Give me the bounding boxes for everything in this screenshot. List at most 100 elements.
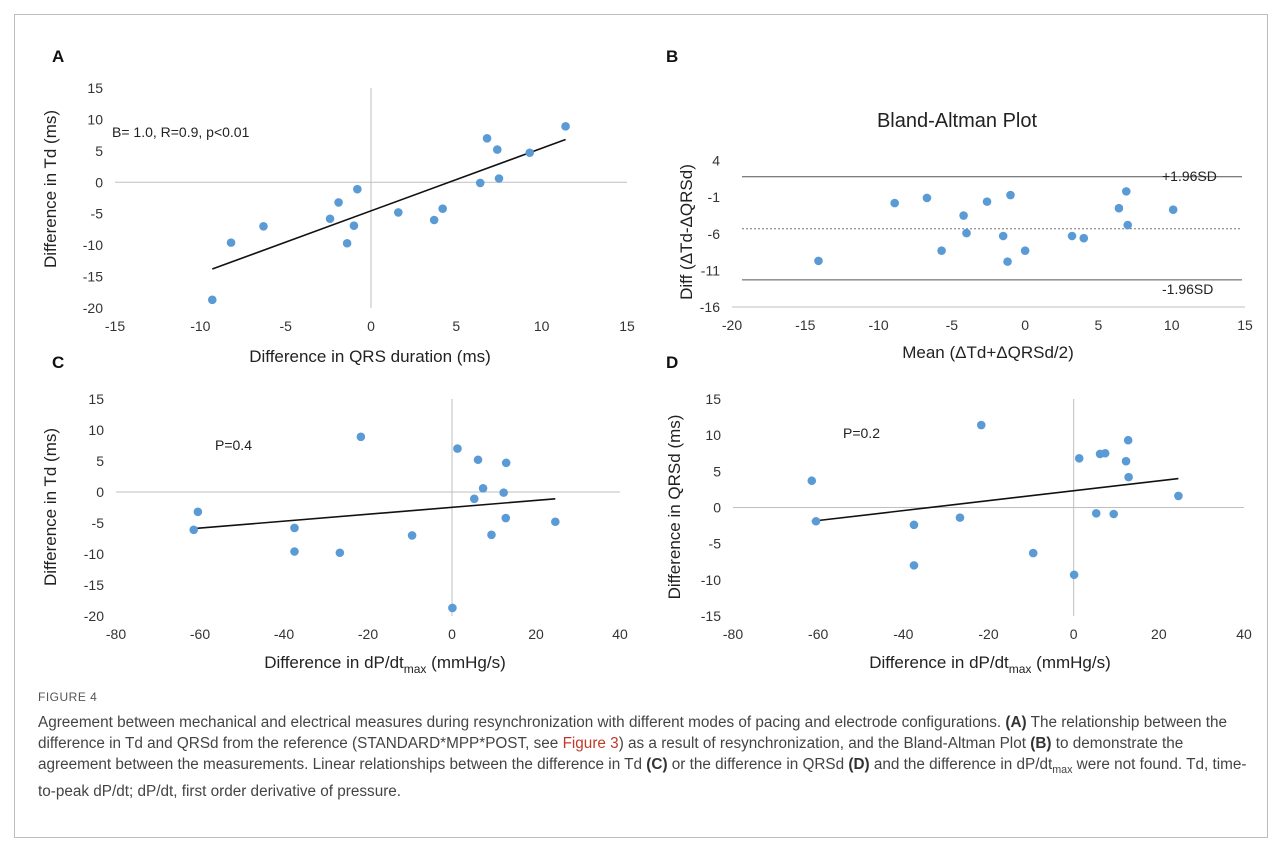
data-point — [561, 122, 570, 131]
data-point — [959, 211, 968, 220]
panel-a-y-tick: -20 — [83, 300, 103, 316]
data-point — [976, 420, 986, 430]
panel-b-reference-lines — [742, 176, 1242, 281]
panel-a-y-tick: 0 — [95, 174, 103, 190]
panel-d-y-tick: -5 — [709, 536, 722, 552]
panel-b-x-tick: -20 — [722, 317, 742, 333]
panel-a-regression-line — [212, 138, 566, 270]
data-point — [394, 208, 403, 217]
panel-a-y-tick: -10 — [83, 237, 103, 253]
data-point — [1003, 257, 1012, 266]
panel-d-x-tick: 40 — [1236, 626, 1252, 642]
data-point — [453, 444, 462, 453]
panel-a-x-tick: -10 — [190, 318, 210, 334]
panel-a-trendline — [212, 138, 566, 270]
panel-b-x-tick: -5 — [946, 317, 959, 333]
panel-c-y-tick: 5 — [96, 453, 104, 469]
panel-a-y-tick: -5 — [91, 206, 104, 222]
data-point — [353, 184, 362, 194]
data-point — [259, 221, 268, 231]
data-point — [551, 517, 560, 527]
figure-3-link[interactable]: Figure 3 — [562, 735, 619, 752]
data-point — [1109, 509, 1118, 519]
data-point — [1121, 187, 1131, 196]
data-point — [1091, 508, 1101, 518]
data-point — [937, 246, 946, 255]
panel-c-x-tick: -40 — [274, 626, 294, 642]
panel-d-x-tick: 20 — [1151, 626, 1167, 642]
data-point — [494, 174, 504, 183]
panel-d-x-tick: 0 — [1070, 626, 1078, 642]
data-point — [1079, 233, 1089, 243]
panel-c-y-tick: 0 — [96, 484, 104, 500]
data-point — [955, 513, 965, 522]
panel-b-y-tick: -6 — [708, 226, 721, 242]
caption-text: Agreement between mechanical and electri… — [38, 714, 1247, 801]
data-point — [1006, 190, 1015, 200]
panel-a-y-tick: 15 — [87, 80, 103, 96]
panel-c-trendline — [193, 498, 556, 530]
panel-c-y-tick: 15 — [88, 391, 104, 407]
panel-letter-d: D — [666, 353, 678, 372]
panel-b-x-tick: -10 — [868, 317, 888, 333]
panel-c-y-tick: 10 — [88, 422, 104, 438]
data-point — [492, 145, 502, 154]
panel-c-points — [189, 432, 560, 613]
data-point — [909, 520, 919, 530]
data-point — [1069, 570, 1079, 580]
figure-caption: FIGURE 4 Agreement between mechanical an… — [38, 690, 1253, 802]
panel-b-y-tick: 4 — [712, 153, 720, 169]
data-point — [1074, 454, 1084, 463]
panel-a-x-tick: 5 — [452, 318, 460, 334]
data-point — [356, 432, 366, 442]
panel-c-x-tick: -20 — [358, 626, 378, 642]
panel-c-x-tick: -80 — [106, 626, 126, 642]
data-point — [814, 256, 823, 266]
data-point — [811, 516, 821, 526]
panel-d-y-tick: 15 — [705, 391, 721, 407]
panel-a-x-tick: -5 — [279, 318, 292, 334]
panel-d-y-tick: -10 — [701, 572, 721, 588]
data-point — [349, 221, 359, 230]
panel-b-y-tick: -1 — [708, 189, 721, 205]
data-point — [334, 198, 343, 207]
panel-a-x-tick: 0 — [367, 318, 375, 334]
data-point — [342, 238, 352, 248]
data-point — [478, 483, 488, 493]
data-point — [469, 494, 479, 504]
data-point — [1123, 435, 1133, 445]
panel-d-axes: -80 -60 -40 -20 0 20 40 15 10 5 0 -5 -10 -15 — [701, 391, 1252, 642]
panel-c-y-tick: -5 — [92, 515, 105, 531]
panel-c-y-tick: -15 — [84, 577, 104, 593]
panel-d-x-tick: -80 — [723, 626, 743, 642]
panel-d-x-tick: -60 — [808, 626, 828, 642]
data-point — [482, 133, 492, 143]
data-point — [226, 238, 236, 247]
panel-a-ylabel: Difference in Td (ms) — [41, 110, 60, 268]
panel-a-y-tick: 10 — [87, 111, 103, 127]
panel-c: C -80 -60 -40 -20 0 20 40 15 10 5 0 -5 -10 -15 -20 P=0… — [41, 353, 628, 676]
data-point — [962, 228, 971, 238]
panel-letter-b: B — [666, 47, 678, 66]
panel-c-x-tick: -60 — [190, 626, 210, 642]
data-point — [1028, 548, 1038, 558]
panel-b-x-tick: 15 — [1237, 317, 1253, 333]
data-point — [207, 295, 217, 305]
panel-d-x-tick: -20 — [978, 626, 998, 642]
data-point — [429, 215, 439, 225]
panel-d-regression-line — [811, 477, 1179, 523]
panel-a-x-tick: -15 — [105, 318, 125, 334]
data-point — [1100, 448, 1110, 458]
panel-d-y-tick: -15 — [701, 608, 721, 624]
panel-b-x-tick: 0 — [1021, 317, 1029, 333]
caption-label: FIGURE 4 — [38, 690, 98, 704]
data-point — [335, 548, 345, 558]
data-point — [501, 513, 511, 523]
data-point — [982, 197, 992, 206]
panel-a-x-tick: 15 — [619, 318, 635, 334]
data-point — [290, 547, 299, 556]
panel-b-y-tick: -11 — [701, 262, 720, 278]
data-point — [890, 198, 899, 208]
